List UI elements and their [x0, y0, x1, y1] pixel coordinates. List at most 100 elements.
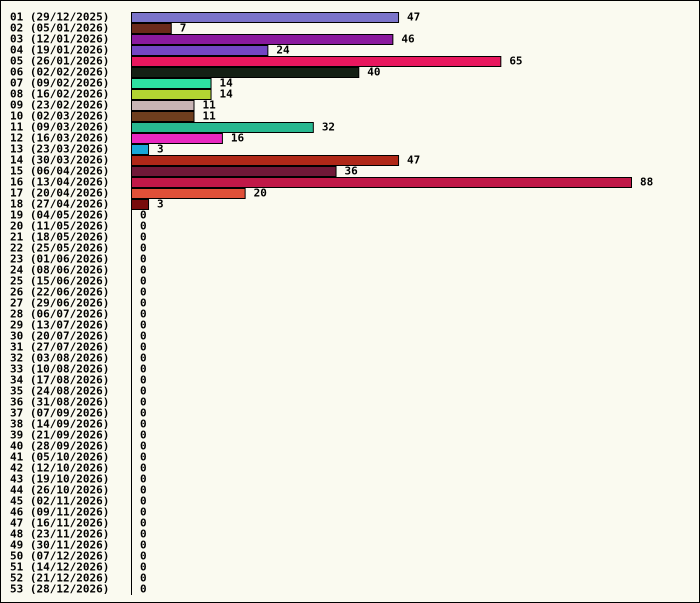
bar [131, 177, 632, 188]
bar [131, 122, 314, 133]
value-label: 0 [140, 275, 147, 288]
bars [131, 12, 632, 210]
value-label: 47 [407, 154, 420, 167]
bar [131, 155, 400, 166]
value-label: 47 [407, 11, 420, 24]
value-label: 0 [140, 363, 147, 376]
category-label: 28 (06/07/2026) [10, 308, 109, 321]
category-label: 18 (27/04/2026) [10, 198, 109, 211]
value-label: 0 [140, 374, 147, 387]
value-label: 11 [203, 110, 217, 123]
bar [131, 111, 195, 122]
category-label: 19 (04/05/2026) [10, 209, 109, 222]
category-label: 09 (23/02/2026) [10, 99, 109, 112]
bar [131, 67, 360, 78]
value-label: 0 [140, 484, 147, 497]
value-label: 0 [140, 209, 147, 222]
value-label: 0 [140, 253, 147, 266]
value-labels: 4774624654014141111321634736882030000000… [140, 11, 653, 596]
bar [131, 78, 212, 89]
bar [131, 166, 337, 177]
category-label: 17 (20/04/2026) [10, 187, 109, 200]
category-label: 14 (30/03/2026) [10, 154, 109, 167]
value-label: 0 [140, 407, 147, 420]
value-label: 3 [157, 143, 164, 156]
category-label: 21 (18/05/2026) [10, 231, 109, 244]
category-label: 44 (26/10/2026) [10, 484, 109, 497]
bar [131, 34, 394, 45]
category-label: 02 (05/01/2026) [10, 22, 109, 35]
bar [131, 23, 172, 34]
value-label: 24 [276, 44, 290, 57]
bar [131, 133, 223, 144]
category-label: 39 (21/09/2026) [10, 429, 109, 442]
value-label: 16 [231, 132, 245, 145]
bar [131, 56, 502, 67]
category-label: 35 (24/08/2026) [10, 385, 109, 398]
value-label: 0 [140, 220, 147, 233]
category-label: 52 (21/12/2026) [10, 572, 109, 585]
category-label: 13 (23/03/2026) [10, 143, 109, 156]
category-label: 33 (10/08/2026) [10, 363, 109, 376]
category-label: 10 (02/03/2026) [10, 110, 109, 123]
value-label: 36 [345, 165, 359, 178]
category-labels: 01 (29/12/2025)02 (05/01/2026)03 (12/01/… [10, 11, 109, 596]
category-label: 12 (16/03/2026) [10, 132, 109, 145]
value-label: 0 [140, 297, 147, 310]
value-label: 0 [140, 473, 147, 486]
category-label: 43 (19/10/2026) [10, 473, 109, 486]
bar [131, 188, 246, 199]
category-label: 37 (07/09/2026) [10, 407, 109, 420]
category-label: 01 (29/12/2025) [10, 11, 109, 24]
value-label: 0 [140, 451, 147, 464]
category-label: 53 (28/12/2026) [10, 583, 109, 596]
value-label: 0 [140, 330, 147, 343]
category-label: 11 (09/03/2026) [10, 121, 109, 134]
category-label: 41 (05/10/2026) [10, 451, 109, 464]
value-label: 7 [180, 22, 187, 35]
category-label: 34 (17/08/2026) [10, 374, 109, 387]
value-label: 0 [140, 352, 147, 365]
value-label: 3 [157, 198, 164, 211]
category-label: 24 (08/06/2026) [10, 264, 109, 277]
category-label: 45 (02/11/2026) [10, 495, 109, 508]
value-label: 14 [220, 77, 234, 90]
value-label: 0 [140, 506, 147, 519]
category-label: 15 (06/04/2026) [10, 165, 109, 178]
category-label: 38 (14/09/2026) [10, 418, 109, 431]
value-label: 0 [140, 308, 147, 321]
bar [131, 100, 195, 111]
category-label: 46 (09/11/2026) [10, 506, 109, 519]
category-label: 04 (19/01/2026) [10, 44, 109, 57]
value-label: 65 [509, 55, 522, 68]
value-label: 32 [322, 121, 335, 134]
value-label: 0 [140, 242, 147, 255]
category-label: 48 (23/11/2026) [10, 528, 109, 541]
category-label: 16 (13/04/2026) [10, 176, 109, 189]
category-label: 47 (16/11/2026) [10, 517, 109, 530]
value-label: 0 [140, 462, 147, 475]
value-label: 0 [140, 319, 147, 332]
value-label: 0 [140, 231, 147, 244]
category-label: 30 (20/07/2026) [10, 330, 109, 343]
value-label: 0 [140, 264, 147, 277]
value-label: 20 [254, 187, 267, 200]
bar [131, 12, 400, 23]
value-label: 14 [220, 88, 234, 101]
category-label: 20 (11/05/2026) [10, 220, 109, 233]
category-label: 32 (03/08/2026) [10, 352, 109, 365]
value-label: 0 [140, 385, 147, 398]
value-label: 46 [401, 33, 415, 46]
value-label: 0 [140, 286, 147, 299]
category-label: 27 (29/06/2026) [10, 297, 109, 310]
value-label: 0 [140, 550, 147, 563]
value-label: 0 [140, 528, 147, 541]
category-label: 25 (15/06/2026) [10, 275, 109, 288]
category-label: 07 (09/02/2026) [10, 77, 109, 90]
value-label: 0 [140, 572, 147, 585]
value-label: 88 [640, 176, 653, 189]
bar [131, 45, 269, 56]
value-label: 0 [140, 341, 147, 354]
